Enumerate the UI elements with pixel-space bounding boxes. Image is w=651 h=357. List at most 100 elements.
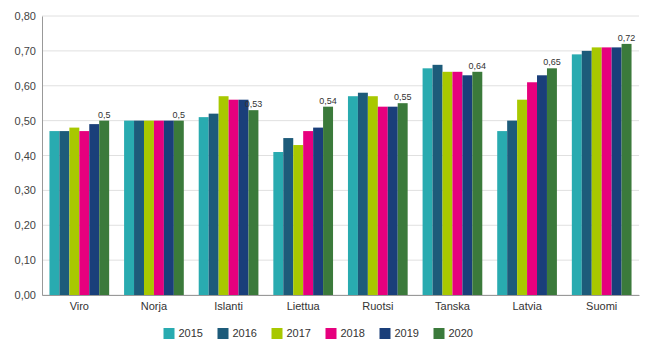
y-tick: 0,30 <box>15 184 36 196</box>
legend: 201520162017201820192020 <box>164 327 473 339</box>
data-label: 0,54 <box>319 96 337 106</box>
bar <box>378 107 388 295</box>
x-axis: ViroNorjaIslantiLiettuaRuotsiTanskaLatvi… <box>43 296 640 312</box>
bar <box>229 100 239 295</box>
legend-swatch <box>326 328 337 339</box>
y-tick: 0,20 <box>15 219 36 231</box>
bar <box>154 121 164 295</box>
y-tick-label: 0,00 <box>15 289 36 301</box>
bar-series <box>79 47 611 295</box>
data-label: 0,5 <box>173 110 186 120</box>
chart: 0,000,100,200,300,400,500,600,700,80Viro… <box>0 0 651 357</box>
bar <box>622 44 632 295</box>
y-tick: 0,50 <box>15 115 36 127</box>
bar <box>572 54 582 295</box>
y-tick: 0,10 <box>15 254 36 266</box>
bar <box>248 110 258 295</box>
x-tick: Islanti <box>214 300 243 312</box>
bar-series <box>59 51 591 295</box>
y-tick: 0,40 <box>15 150 36 162</box>
legend-item: 2016 <box>218 327 257 339</box>
bars <box>49 44 631 295</box>
bar <box>209 114 219 295</box>
x-tick: Viro <box>70 300 89 312</box>
grid <box>42 16 639 295</box>
bar <box>283 138 293 295</box>
bar <box>517 100 527 295</box>
legend-item: 2018 <box>326 327 365 339</box>
data-label: 0,5 <box>98 110 111 120</box>
y-tick-label: 0,40 <box>15 150 36 162</box>
bar <box>582 51 592 295</box>
x-axis-line <box>43 295 640 296</box>
bar <box>49 131 59 295</box>
bar <box>423 68 433 295</box>
legend-swatch <box>434 328 445 339</box>
bar <box>199 117 209 295</box>
x-tick-label: Latvia <box>512 300 542 312</box>
bar-series <box>69 47 601 295</box>
legend-label: 2017 <box>287 327 311 339</box>
bar <box>602 47 612 295</box>
bar <box>293 145 303 295</box>
y-tick-label: 0,20 <box>15 219 36 231</box>
y-tick-label: 0,50 <box>15 115 36 127</box>
bar <box>219 96 229 295</box>
bar <box>313 128 323 295</box>
bar <box>134 121 144 295</box>
y-tick-label: 0,10 <box>15 254 36 266</box>
x-tick-label: Suomi <box>586 300 617 312</box>
data-labels: 0,5 0,5 0,53 0,54 0,55 0,64 0,65 0,72 <box>98 33 635 120</box>
y-tick: 0,60 <box>15 80 36 92</box>
x-tick-label: Liettua <box>287 300 321 312</box>
legend-swatch <box>164 328 175 339</box>
legend-item: 2020 <box>434 327 473 339</box>
bar <box>462 75 472 295</box>
bar <box>537 75 547 295</box>
data-label: 0,72 <box>618 33 636 43</box>
bar-series <box>49 54 581 295</box>
bar <box>388 107 398 295</box>
x-tick: Latvia <box>512 300 542 312</box>
legend-item: 2019 <box>380 327 419 339</box>
bar <box>99 121 109 295</box>
x-tick-label: Islanti <box>214 300 243 312</box>
bar <box>89 124 99 295</box>
y-tick: 0,80 <box>15 10 36 22</box>
bar <box>59 131 69 295</box>
bar <box>472 72 482 295</box>
bar <box>164 121 174 295</box>
bar-series <box>99 44 631 295</box>
bar <box>368 96 378 295</box>
plot: 0,000,100,200,300,400,500,600,700,80Viro… <box>15 10 640 312</box>
legend-swatch <box>380 328 391 339</box>
legend-label: 2019 <box>395 327 419 339</box>
data-label: 0,53 <box>245 99 263 109</box>
bar <box>144 121 154 295</box>
data-label: 0,65 <box>543 57 561 67</box>
grid-line <box>42 16 639 17</box>
y-tick-label: 0,80 <box>15 10 36 22</box>
legend-item: 2017 <box>272 327 311 339</box>
bar <box>174 121 184 295</box>
bar <box>323 107 333 295</box>
data-label: 0,55 <box>394 92 412 102</box>
x-tick: Liettua <box>287 300 321 312</box>
x-tick: Tanska <box>435 300 471 312</box>
bar <box>124 121 134 295</box>
bar <box>273 152 283 295</box>
bar <box>497 131 507 295</box>
data-label: 0,64 <box>469 61 487 71</box>
x-tick-label: Norja <box>141 300 168 312</box>
grid-line <box>42 50 639 51</box>
legend-label: 2018 <box>341 327 365 339</box>
x-tick-label: Viro <box>70 300 89 312</box>
x-tick: Suomi <box>586 300 617 312</box>
bar <box>303 131 313 295</box>
bar <box>612 47 622 295</box>
bar <box>452 72 462 295</box>
bar <box>69 128 79 295</box>
bar <box>507 121 517 295</box>
bar <box>358 93 368 295</box>
bar <box>547 68 557 295</box>
